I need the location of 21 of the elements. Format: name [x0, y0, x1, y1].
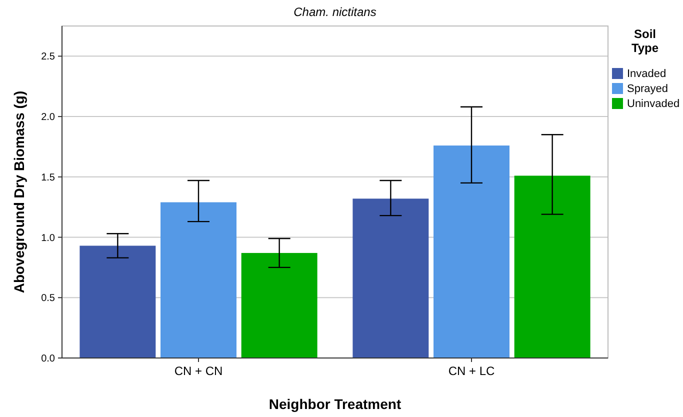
bar	[160, 202, 236, 358]
y-tick-label: 0.0	[41, 354, 56, 364]
chart-title: Cham. nictitans	[294, 5, 376, 19]
x-axis-title: Neighbor Treatment	[268, 396, 402, 412]
legend-title: Soil Type	[631, 27, 659, 55]
legend-label: Sprayed	[627, 83, 668, 95]
y-tick-label: 2.0	[41, 112, 56, 124]
bar	[352, 198, 429, 358]
bar	[514, 176, 590, 358]
y-tick-label: 1.5	[41, 172, 56, 184]
y-tick-label: 0.5	[41, 293, 56, 304]
y-tick-label: 2.5	[41, 52, 56, 63]
x-tick-label: CN + LC	[448, 364, 495, 378]
bar	[434, 146, 510, 358]
y-axis-title: Aboveground Dry Biomass (g)	[11, 90, 27, 294]
bar	[241, 252, 318, 358]
legend-label: Uninvaded	[627, 98, 680, 110]
bar	[80, 246, 156, 358]
y-tick-label: 1.0	[41, 232, 56, 244]
x-tick-label: CN + CN	[174, 364, 223, 378]
legend-label: Invaded	[627, 68, 666, 80]
